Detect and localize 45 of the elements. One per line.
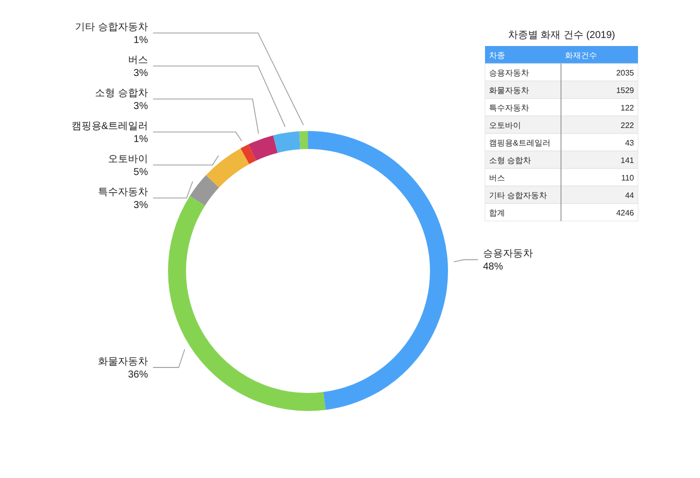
data-label: 222 — [620, 121, 635, 130]
slice-label: 소형 승합차 — [95, 88, 148, 99]
donut-slice — [248, 135, 278, 161]
data-label: 36% — [128, 369, 148, 380]
donut-slice — [308, 131, 448, 410]
category-label: 기타 승합자동차 — [489, 191, 548, 200]
slice-label: 특수자동차 — [98, 187, 148, 198]
donut-slice — [190, 175, 220, 206]
data-label: 3% — [134, 200, 148, 211]
donut-slice — [299, 131, 308, 150]
slice-label: 승용자동차 — [483, 248, 533, 260]
text: 4246 — [616, 208, 634, 218]
category-label: 오토바이 — [489, 121, 521, 130]
data-label: 122 — [620, 104, 635, 112]
data-label: 1529 — [616, 86, 635, 95]
data-label: 110 — [621, 174, 635, 182]
category-label: 화물자동차 — [489, 86, 529, 95]
category-label: 버스 — [489, 174, 505, 182]
data-label: 141 — [620, 156, 635, 165]
data-label: 5% — [134, 167, 148, 178]
category-label: 소형 승합차 — [489, 156, 532, 165]
category-label: 승용자동차 — [489, 68, 529, 78]
data-label: 3% — [134, 101, 148, 112]
text: 차종별 화재 건수 (2019) — [508, 30, 616, 41]
text: 합계 — [489, 208, 505, 218]
data-label: 2035 — [616, 68, 635, 78]
text: 차종 — [489, 51, 505, 60]
category-label: 특수자동차 — [489, 104, 529, 112]
data-label: 48% — [483, 262, 504, 273]
text: 화재건수 — [565, 51, 597, 60]
slice-label: 오토바이 — [108, 154, 148, 165]
data-label: 1% — [134, 35, 148, 46]
slice-label: 캠핑용&트레일러 — [71, 121, 148, 132]
data-label: 3% — [134, 68, 148, 79]
slice-label: 버스 — [128, 55, 148, 66]
donut-slice — [240, 144, 256, 164]
data-label: 43 — [625, 138, 635, 148]
slice-label: 기타 승합자동차 — [75, 22, 148, 33]
slice-label: 화물자동차 — [98, 356, 148, 368]
data-label: 1% — [134, 134, 148, 145]
donut-slice — [168, 196, 326, 411]
donut-slice — [206, 148, 250, 188]
data-label: 44 — [625, 191, 635, 200]
donut-slice — [273, 131, 300, 153]
category-label: 캠핑용&트레일러 — [489, 138, 550, 148]
